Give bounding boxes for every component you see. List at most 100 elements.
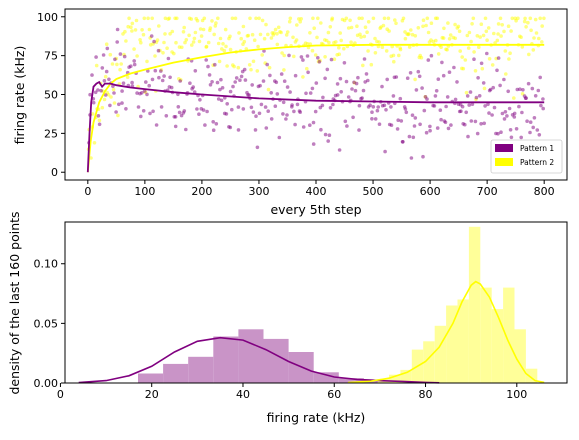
scatter-point-pattern-1 <box>519 135 523 140</box>
scatter-point-pattern-1 <box>533 94 538 98</box>
scatter-point-pattern-2 <box>92 141 97 145</box>
scatter-point-pattern-1 <box>213 62 217 67</box>
scatter-point-pattern-2 <box>369 62 374 67</box>
scatter-point-pattern-2 <box>295 23 299 27</box>
scatter-point-pattern-1 <box>173 124 178 129</box>
scatter-point-pattern-2 <box>365 30 369 34</box>
y-tick-label: 0.05 <box>34 317 59 330</box>
scatter-point-pattern-2 <box>181 30 186 34</box>
scatter-point-pattern-1 <box>206 64 210 69</box>
scatter-point-pattern-2 <box>363 25 368 30</box>
scatter-point-pattern-1 <box>439 117 443 122</box>
scatter-point-pattern-2 <box>413 77 417 82</box>
y-tick-label: 0 <box>51 166 58 179</box>
scatter-point-pattern-2 <box>453 36 458 41</box>
scatter-point-pattern-2 <box>315 35 319 40</box>
scatter-point-pattern-2 <box>190 43 194 47</box>
scatter-point-pattern-1 <box>282 79 287 83</box>
scatter-point-pattern-2 <box>189 17 194 21</box>
scatter-point-pattern-1 <box>193 69 198 73</box>
scatter-point-pattern-1 <box>306 70 310 75</box>
scatter-point-pattern-2 <box>453 22 457 27</box>
scatter-point-pattern-1 <box>261 79 266 83</box>
scatter-point-pattern-2 <box>249 67 253 72</box>
scatter-point-pattern-2 <box>305 42 310 46</box>
scatter-point-pattern-1 <box>146 69 150 73</box>
scatter-point-pattern-1 <box>132 59 136 63</box>
scatter-point-pattern-1 <box>325 67 330 72</box>
scatter-point-pattern-1 <box>105 46 110 51</box>
scatter-point-pattern-1 <box>473 119 478 124</box>
scatter-point-pattern-1 <box>429 53 434 58</box>
scatter-point-pattern-1 <box>539 103 543 108</box>
scatter-point-pattern-2 <box>482 86 487 91</box>
scatter-point-pattern-2 <box>371 16 376 21</box>
scatter-point-pattern-2 <box>504 72 508 76</box>
scatter-point-pattern-2 <box>221 42 225 46</box>
scatter-point-pattern-1 <box>120 101 124 105</box>
scatter-point-pattern-1 <box>129 64 133 68</box>
scatter-point-pattern-1 <box>281 112 285 116</box>
scatter-point-pattern-1 <box>265 62 270 67</box>
scatter-point-pattern-2 <box>256 44 260 49</box>
fit-curve-pattern-1 <box>86 80 545 173</box>
scatter-point-pattern-1 <box>435 126 440 130</box>
scatter-point-pattern-1 <box>250 83 254 87</box>
top-chart: 0 100 200 300 400 500 600 700 800 0 25 50 75 100 eve… <box>12 8 568 217</box>
scatter-point-pattern-1 <box>268 73 272 78</box>
scatter-point-pattern-1 <box>311 120 316 125</box>
scatter-point-pattern-1 <box>243 78 248 82</box>
scatter-point-pattern-2 <box>496 32 500 36</box>
scatter-point-pattern-1 <box>239 74 244 79</box>
scatter-point-pattern-2 <box>133 28 138 32</box>
scatter-point-pattern-2 <box>509 29 513 33</box>
scatter-point-pattern-2 <box>301 75 305 79</box>
scatter-point-pattern-2 <box>250 32 255 37</box>
scatter-point-pattern-1 <box>541 106 545 111</box>
bottom-y-axis-label: density of the last 160 points <box>7 211 22 394</box>
scatter-point-pattern-2 <box>469 39 473 44</box>
scatter-point-pattern-1 <box>521 88 525 92</box>
scatter-point-pattern-1 <box>464 110 469 115</box>
scatter-point-pattern-1 <box>168 75 172 80</box>
scatter-point-pattern-2 <box>310 48 315 53</box>
scatter-point-pattern-1 <box>338 76 343 81</box>
histogram-bar-pattern-2 <box>525 368 538 383</box>
scatter-point-pattern-2 <box>218 36 223 41</box>
scatter-point-pattern-2 <box>394 21 398 26</box>
scatter-point-pattern-2 <box>337 52 342 56</box>
scatter-point-pattern-2 <box>373 51 378 55</box>
scatter-point-pattern-1 <box>173 115 178 119</box>
scatter-point-pattern-1 <box>407 134 412 139</box>
scatter-point-pattern-1 <box>115 40 119 44</box>
scatter-point-pattern-2 <box>487 57 492 61</box>
scatter-point-pattern-1 <box>475 131 480 136</box>
y-tick-label: 0.10 <box>34 258 59 271</box>
scatter-point-pattern-1 <box>496 131 500 136</box>
scatter-point-pattern-1 <box>151 109 155 114</box>
scatter-point-pattern-2 <box>523 16 527 21</box>
scatter-point-pattern-1 <box>169 85 174 90</box>
scatter-point-pattern-2 <box>124 39 128 43</box>
scatter-point-pattern-2 <box>134 18 139 23</box>
scatter-point-pattern-1 <box>241 107 246 111</box>
x-tick-label: 400 <box>306 185 327 198</box>
scatter-point-pattern-2 <box>266 87 271 92</box>
legend-label-pattern-1: Pattern 1 <box>520 144 554 153</box>
scatter-point-pattern-1 <box>97 122 102 127</box>
scatter-point-pattern-1 <box>149 34 154 38</box>
scatter-point-pattern-2 <box>228 34 232 39</box>
scatter-point-pattern-2 <box>386 16 391 21</box>
scatter-point-pattern-2 <box>285 30 290 34</box>
scatter-point-pattern-2 <box>90 112 95 116</box>
scatter-point-pattern-2 <box>524 25 528 29</box>
scatter-point-pattern-1 <box>327 133 332 137</box>
scatter-point-pattern-1 <box>153 68 158 73</box>
scatter-point-pattern-2 <box>361 63 365 68</box>
scatter-point-pattern-1 <box>277 135 282 140</box>
scatter-point-pattern-1 <box>100 66 105 70</box>
scatter-point-pattern-2 <box>237 31 241 35</box>
scatter-point-pattern-2 <box>380 45 385 49</box>
scatter-point-pattern-1 <box>459 109 463 113</box>
scatter-point-pattern-1 <box>445 95 450 99</box>
